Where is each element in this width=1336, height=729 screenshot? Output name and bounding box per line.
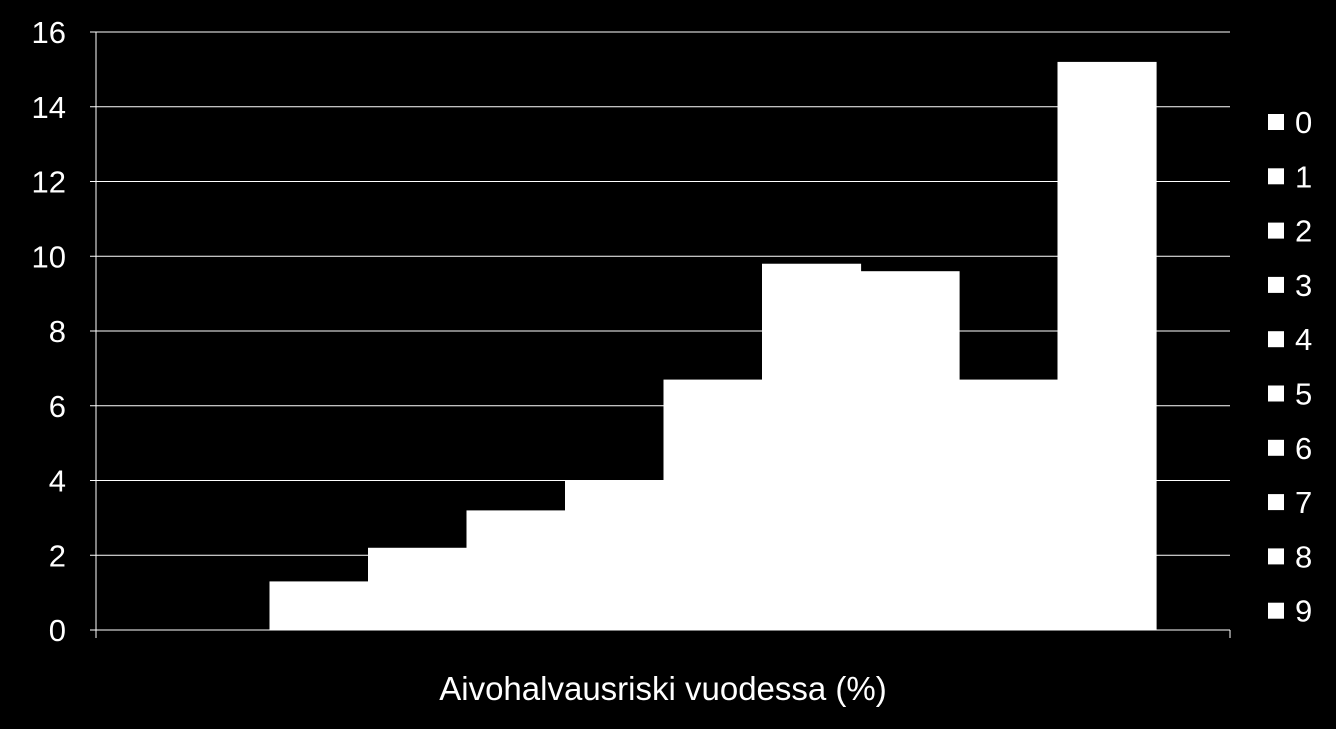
- legend-label-6: 6: [1295, 431, 1312, 466]
- bar-4: [565, 480, 665, 630]
- y-tick-label-14: 14: [32, 90, 66, 125]
- legend-swatch-8: [1268, 548, 1284, 565]
- legend-label-5: 5: [1295, 377, 1312, 412]
- legend-swatch-9: [1268, 602, 1284, 619]
- legend-swatch-0: [1268, 114, 1284, 130]
- bar-9: [1057, 61, 1157, 630]
- y-tick-label-0: 0: [49, 613, 66, 648]
- gridlines: [96, 31, 1230, 556]
- axes: [90, 31, 1231, 638]
- bar-2: [368, 547, 468, 630]
- bar-3: [466, 510, 566, 630]
- y-tick-label-4: 4: [49, 464, 66, 499]
- legend: 0 1 2 3 4 5 6 7 8 9: [1268, 105, 1312, 629]
- legend-swatch-4: [1268, 331, 1284, 348]
- legend-label-1: 1: [1295, 159, 1312, 194]
- bar-8: [959, 379, 1059, 630]
- legend-swatch-7: [1268, 494, 1284, 511]
- bar-1: [269, 581, 369, 630]
- y-tick-label-12: 12: [32, 165, 66, 200]
- legend-label-3: 3: [1295, 268, 1312, 303]
- y-tick-label-10: 10: [32, 239, 66, 274]
- legend-swatch-6: [1268, 439, 1284, 456]
- y-tick-label-6: 6: [49, 389, 66, 424]
- legend-label-8: 8: [1295, 539, 1312, 574]
- y-tick-label-16: 16: [32, 15, 66, 50]
- legend-swatch-5: [1268, 385, 1284, 402]
- legend-swatch-3: [1268, 276, 1284, 293]
- bar-7: [860, 271, 960, 630]
- legend-label-2: 2: [1295, 214, 1312, 249]
- y-tick-label-2: 2: [49, 538, 66, 573]
- legend-label-0: 0: [1295, 105, 1312, 140]
- bar-5: [663, 379, 763, 630]
- legend-swatch-1: [1268, 168, 1284, 185]
- bars: [269, 61, 1157, 630]
- legend-label-7: 7: [1295, 485, 1312, 520]
- bar-6: [762, 263, 862, 630]
- y-tick-label-8: 8: [49, 314, 66, 349]
- legend-swatch-2: [1268, 222, 1284, 239]
- legend-label-4: 4: [1295, 322, 1312, 357]
- y-tick-labels: 0 2 4 6 8 10 12 14 16: [32, 15, 66, 648]
- x-axis-label: Aivohalvausriski vuodessa (%): [439, 670, 887, 707]
- legend-label-9: 9: [1295, 594, 1312, 629]
